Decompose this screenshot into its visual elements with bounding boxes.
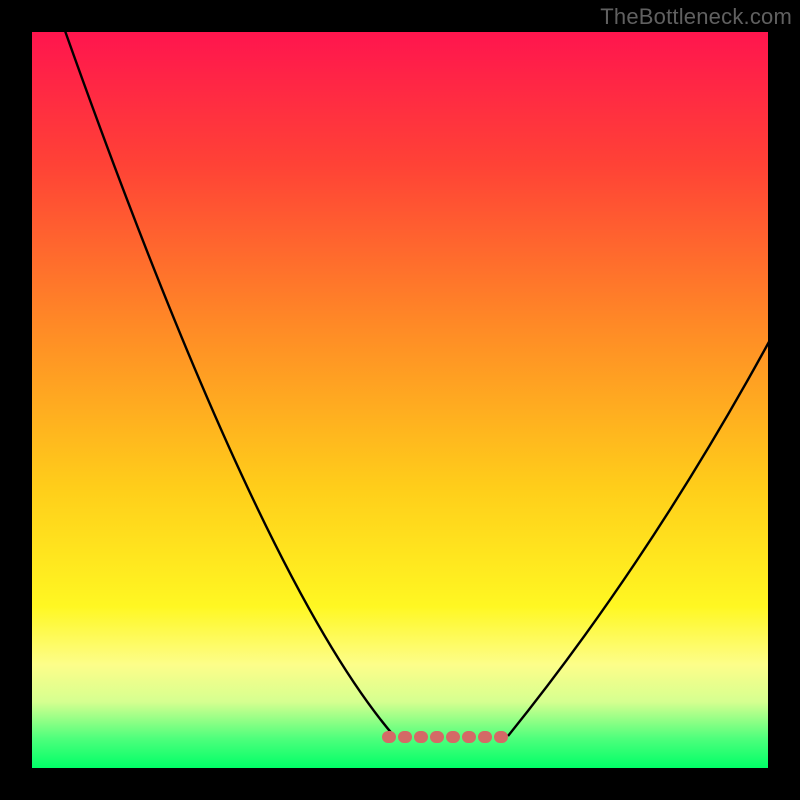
bottleneck-chart: [0, 0, 800, 800]
watermark-text: TheBottleneck.com: [600, 4, 792, 30]
plot-background: [32, 32, 768, 768]
chart-container: TheBottleneck.com: [0, 0, 800, 800]
